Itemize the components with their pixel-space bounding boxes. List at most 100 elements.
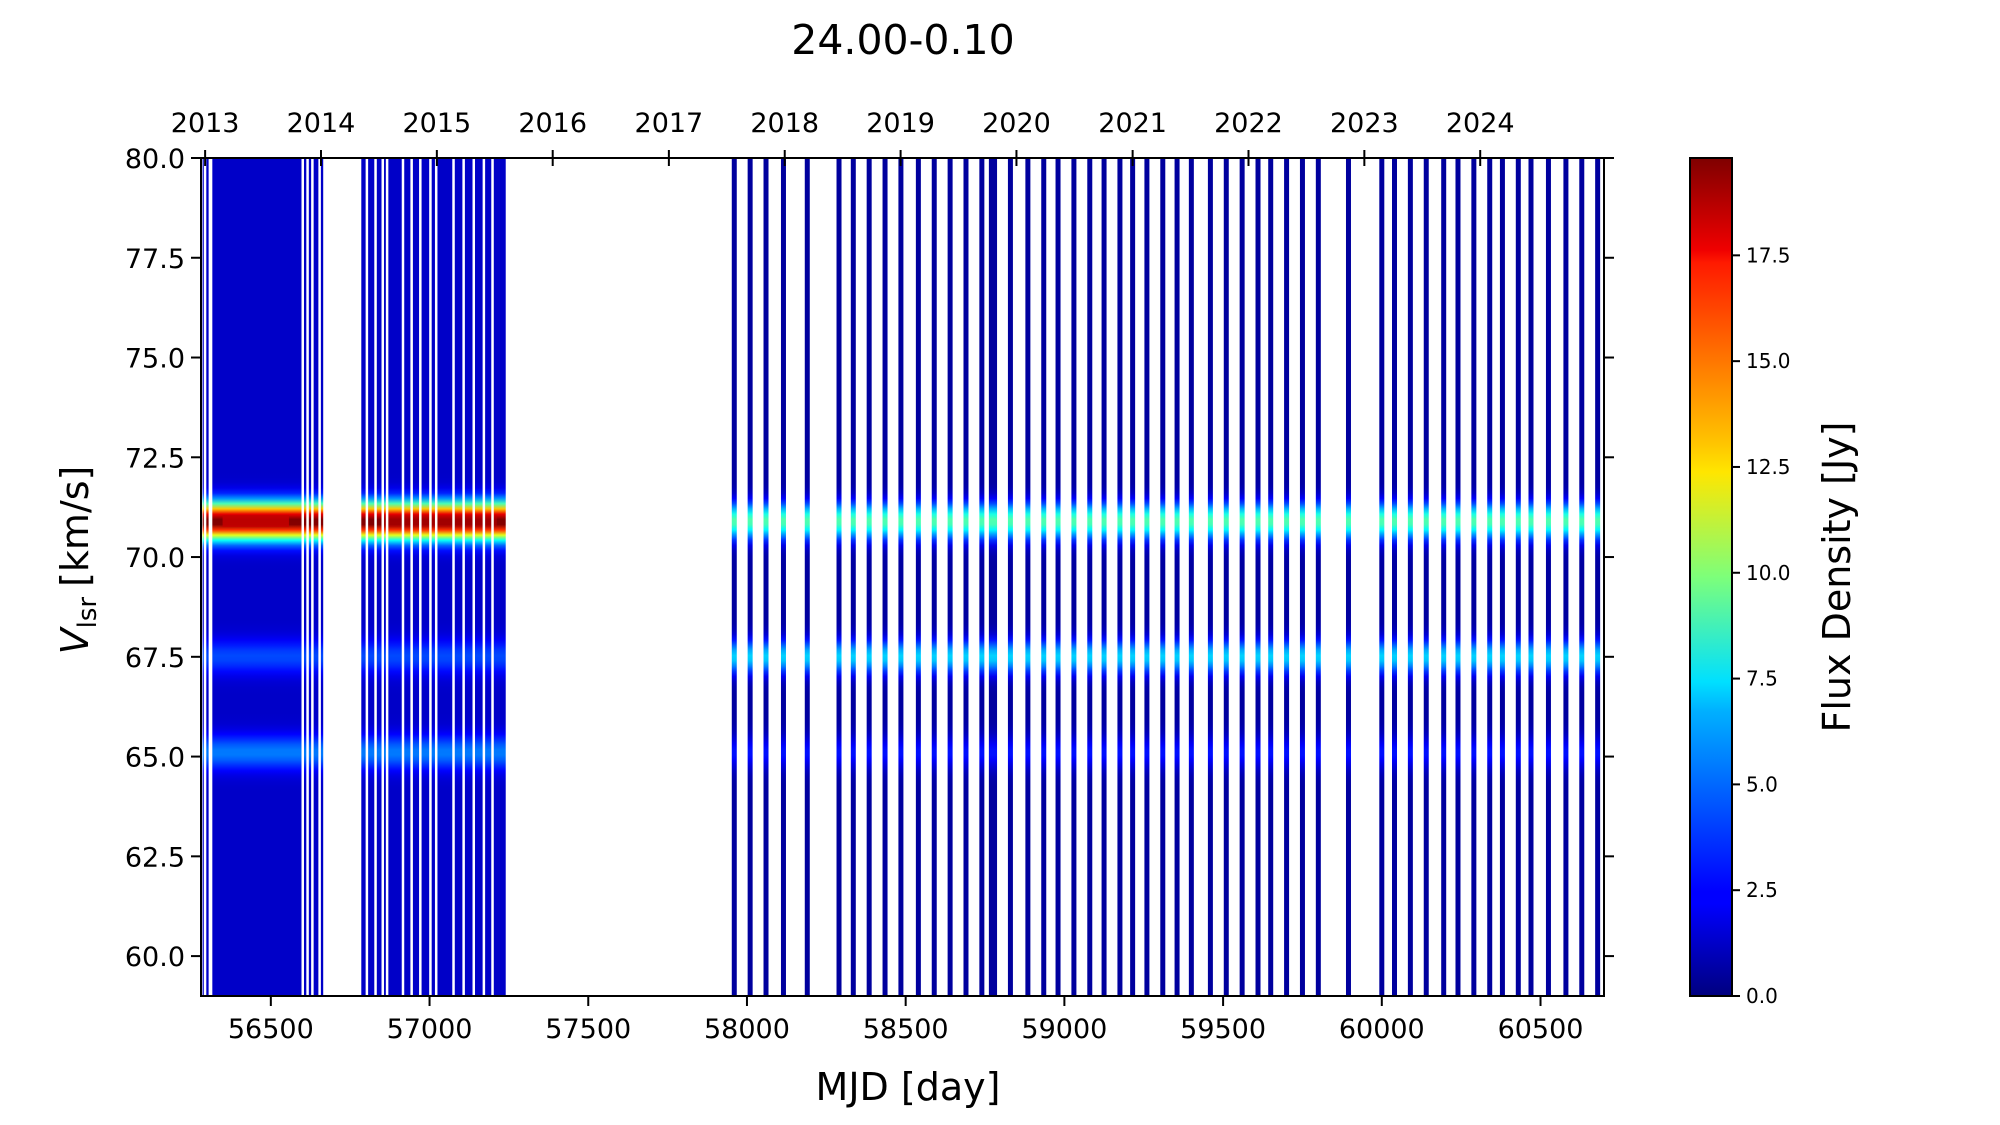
top-year-label: 2016 [518, 108, 587, 139]
observation-gap [462, 158, 465, 996]
peak-flux-ridge [222, 515, 289, 528]
observation-column [804, 158, 810, 996]
observation-column [1130, 158, 1136, 996]
observation-column [1007, 158, 1013, 996]
observation-column [1392, 158, 1398, 996]
observation-gap [401, 158, 405, 996]
x-tick-label: 57500 [545, 1014, 631, 1045]
observation-gap [410, 158, 413, 996]
observation-column [1188, 158, 1194, 996]
observation-column [1144, 158, 1150, 996]
x-tick-label: 60500 [1498, 1014, 1584, 1045]
x-tick-label: 58000 [704, 1014, 790, 1045]
colorbar-tick-label: 15.0 [1746, 349, 1791, 373]
observation-column [1071, 158, 1077, 996]
y-tick-label: 60.0 [125, 942, 185, 973]
peak-flux-ridge [381, 515, 497, 528]
top-year-label: 2021 [1098, 108, 1167, 139]
observation-gap [365, 158, 369, 996]
observation-column [1345, 158, 1351, 996]
observation-column [747, 158, 753, 996]
colorbar-tick-label: 5.0 [1746, 772, 1778, 796]
y-tick-label: 62.5 [125, 842, 185, 873]
top-year-label: 2024 [1446, 108, 1515, 139]
observation-column [731, 158, 737, 996]
x-tick-label: 59500 [1180, 1014, 1266, 1045]
y-tick-label: 65.0 [125, 743, 185, 774]
colorbar-tick-label: 7.5 [1746, 667, 1778, 691]
observation-column [1174, 158, 1180, 996]
observation-column [988, 158, 994, 996]
observation-column [947, 158, 953, 996]
observation-column [1379, 158, 1385, 996]
observation-column [963, 158, 969, 996]
x-tick-label: 57000 [387, 1014, 473, 1045]
observation-column [898, 158, 904, 996]
observation-gap [452, 158, 455, 996]
observation-column [1239, 158, 1245, 996]
observation-column [1255, 158, 1261, 996]
plot-frame [200, 157, 1605, 997]
y-axis-label: Vlsr [km/s] [53, 466, 103, 655]
y-axis-ticks: 60.0 62.5 65.0 67.5 70.0 72.5 75.0 77.5 80.0 [125, 144, 1614, 973]
top-year-axis: 2013 2014 2015 2016 2017 2018 2019 2020 2021 2022… [171, 108, 1515, 166]
chart-title: 24.00-0.10 [791, 16, 1014, 64]
observation-gap [203, 158, 207, 996]
observation-column [1160, 158, 1166, 996]
observation-gap [419, 158, 422, 996]
x-tick-label: 58500 [863, 1014, 949, 1045]
observation-column [780, 158, 786, 996]
observation-gap [209, 158, 213, 996]
colorbar [1689, 157, 1733, 997]
observation-gap [491, 158, 494, 996]
colorbar-tick-label: 2.5 [1746, 878, 1778, 902]
observation-column [1299, 158, 1305, 996]
y-axis-label-unit: [km/s] [53, 466, 97, 587]
observation-column [1055, 158, 1061, 996]
y-tick-label: 72.5 [125, 443, 185, 474]
observation-column [1101, 158, 1107, 996]
observation-column [1487, 158, 1493, 996]
observation-column [1545, 158, 1551, 996]
observation-gap [381, 158, 385, 996]
observation-column [979, 158, 985, 996]
x-tick-label: 56500 [228, 1014, 314, 1045]
observation-column [931, 158, 937, 996]
observation-gap [434, 158, 438, 996]
top-year-label: 2014 [287, 108, 356, 139]
observation-column [882, 158, 888, 996]
observation-gap [306, 158, 309, 996]
observation-column [1499, 158, 1505, 996]
top-year-label: 2013 [171, 108, 240, 139]
observation-gap [301, 158, 304, 996]
observation-gap [472, 158, 476, 996]
observation-column [763, 158, 769, 996]
observation-column [1268, 158, 1274, 996]
top-year-label: 2015 [402, 108, 471, 139]
dense-observation-block [202, 158, 324, 996]
x-tick-label: 59000 [1021, 1014, 1107, 1045]
observation-gap [385, 158, 389, 996]
top-year-label: 2020 [982, 108, 1051, 139]
colorbar-tick-label: 0.0 [1746, 984, 1778, 1008]
dense-observation-block [361, 158, 506, 996]
top-year-label: 2023 [1330, 108, 1399, 139]
colorbar-ticks: 0.0 2.5 5.0 7.5 10.0 12.5 15.0 17.5 [1732, 243, 1791, 1008]
colorbar-label: Flux Density [Jy] [1815, 422, 1859, 733]
observation-gap [318, 158, 321, 996]
observation-column [1041, 158, 1047, 996]
y-axis-label-sub: lsr [73, 597, 103, 629]
x-axis-ticks: 56500 57000 57500 58000 58500 59000 59500 60000… [228, 996, 1584, 1045]
observation-gap [482, 158, 486, 996]
observation-column [1471, 158, 1477, 996]
observation-column [1515, 158, 1521, 996]
observation-gap [429, 158, 432, 996]
observation-gap [374, 158, 377, 996]
observation-column [1579, 158, 1585, 996]
observation-column [1423, 158, 1429, 996]
observation-column [1284, 158, 1290, 996]
heatmap-layer [202, 158, 1601, 996]
top-year-label: 2022 [1214, 108, 1283, 139]
y-tick-label: 75.0 [125, 344, 185, 375]
